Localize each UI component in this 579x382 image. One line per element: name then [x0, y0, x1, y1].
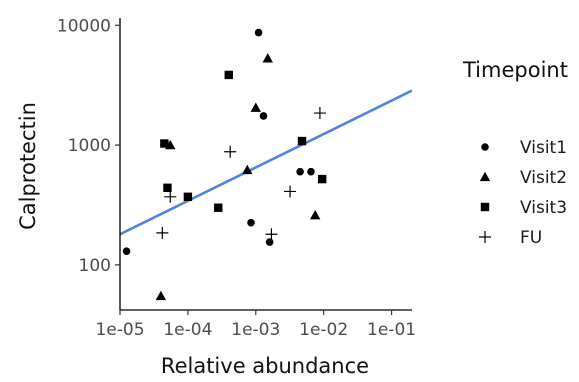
data-point — [307, 167, 315, 176]
legend-key-triangle — [479, 171, 491, 182]
legend-item-visit2: Visit2 — [479, 168, 567, 188]
data-point — [247, 218, 255, 227]
data-point — [297, 136, 307, 146]
data-point — [163, 183, 172, 192]
legend-label: Visit2 — [520, 168, 567, 188]
data-point — [155, 290, 167, 301]
x-tick-label: 1e-05 — [95, 320, 144, 340]
series-visit3 — [160, 70, 327, 212]
legend-label: Visit1 — [520, 138, 567, 158]
data-point — [214, 203, 223, 212]
data-point — [224, 70, 233, 80]
legend-key-circle — [481, 143, 489, 151]
legend-label: FU — [520, 228, 542, 248]
data-point — [254, 28, 263, 37]
series-visit1 — [122, 28, 315, 256]
axes-layer: 100 1000 10000 1e-05 1e-04 1e-03 1e-02 1e-01 — [57, 16, 416, 340]
data-point — [242, 164, 253, 175]
legend: Timepoint Visit1 Visit2 Visit3 FU — [462, 58, 568, 248]
data-point — [250, 102, 261, 112]
y-tick-label: 1000 — [68, 136, 111, 156]
data-point — [313, 107, 326, 120]
legend-title: Timepoint — [462, 58, 568, 82]
data-point — [265, 228, 278, 241]
legend-key-square — [480, 202, 490, 212]
data-point — [164, 190, 177, 203]
x-axis-title: Relative abundance — [161, 354, 369, 377]
x-tick-label: 1e-03 — [231, 320, 280, 340]
data-point — [160, 139, 169, 148]
trend-layer — [120, 89, 412, 236]
trend-line — [120, 89, 412, 236]
data-point — [224, 145, 237, 158]
legend-item-visit3: Visit3 — [480, 198, 567, 218]
x-tick-label: 1e-01 — [367, 320, 416, 340]
data-point — [262, 53, 273, 63]
y-tick-label: 10000 — [57, 16, 111, 36]
legend-item-fu: FU — [479, 228, 542, 248]
x-tick-label: 1e-04 — [163, 320, 212, 340]
data-point — [156, 226, 169, 239]
data-point — [259, 112, 268, 120]
data-point — [183, 192, 193, 201]
y-tick-label: 100 — [79, 256, 111, 276]
data-point — [296, 167, 304, 176]
legend-item-visit1: Visit1 — [481, 138, 567, 158]
data-point — [265, 238, 274, 246]
data-point — [309, 209, 321, 220]
points-layer — [122, 28, 327, 301]
data-point — [122, 247, 131, 256]
legend-key-plus — [479, 231, 491, 243]
legend-label: Visit3 — [520, 198, 567, 218]
data-point — [317, 174, 327, 184]
data-point — [284, 185, 297, 198]
x-tick-label: 1e-02 — [299, 320, 348, 340]
y-axis-title: Calprotectin — [16, 102, 40, 230]
series-fu — [156, 107, 326, 241]
series-visit2 — [155, 53, 321, 301]
